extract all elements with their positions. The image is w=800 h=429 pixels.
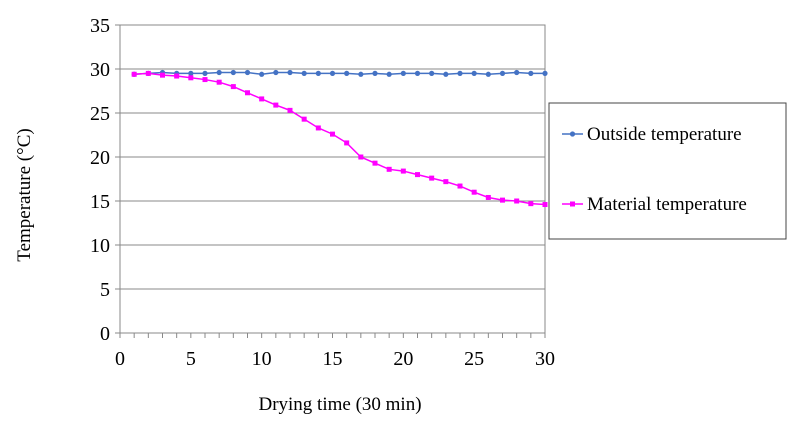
y-tick-label: 20	[90, 147, 110, 169]
data-point	[230, 84, 236, 90]
data-point	[386, 166, 392, 172]
data-point	[330, 131, 335, 137]
data-point	[358, 154, 364, 160]
data-point	[315, 70, 321, 76]
data-point	[429, 175, 435, 181]
x-tick-label: 10	[252, 348, 272, 370]
legend: Outside temperature Material temperature	[548, 102, 787, 240]
x-tick-label: 5	[186, 348, 196, 370]
data-point	[216, 79, 222, 85]
data-point	[485, 194, 491, 200]
data-point	[400, 168, 406, 174]
series-line	[134, 72, 546, 206]
data-point	[259, 71, 265, 77]
data-point	[287, 69, 293, 76]
legend-item-material: Material temperature	[562, 194, 747, 215]
legend-marker-outside	[569, 131, 576, 137]
data-point	[216, 69, 222, 76]
x-tick-label: 30	[535, 348, 555, 370]
data-point	[287, 107, 293, 113]
data-point	[542, 70, 548, 76]
data-point	[457, 70, 463, 76]
y-tick-label: 5	[100, 279, 110, 301]
data-point	[301, 70, 307, 76]
data-point	[131, 71, 137, 77]
x-tick-label: 25	[464, 348, 484, 370]
data-point	[400, 70, 406, 76]
data-point	[273, 69, 279, 76]
data-point	[160, 72, 165, 78]
y-tick-label: 25	[90, 103, 110, 125]
series	[131, 69, 548, 208]
legend-marker-material	[570, 201, 575, 207]
series-line	[134, 71, 545, 76]
legend-label-material: Material temperature	[587, 194, 747, 215]
data-point	[372, 160, 378, 166]
x-tick-label: 15	[323, 348, 343, 370]
data-point	[315, 125, 321, 131]
legend-label-outside: Outside temperature	[587, 124, 742, 145]
data-point	[443, 71, 449, 77]
data-point	[415, 172, 420, 178]
data-point	[485, 71, 491, 77]
data-point	[202, 77, 208, 83]
data-point	[514, 198, 520, 204]
ticks: 0 5 10 15 20 25 30 35 0 5 10 15 20 25 30	[90, 15, 555, 370]
series-outside-temperature	[131, 69, 548, 77]
data-point	[429, 70, 435, 76]
data-point	[358, 71, 364, 77]
data-point	[471, 70, 477, 76]
y-tick-label: 10	[90, 235, 110, 257]
data-point	[202, 70, 208, 76]
y-tick-label: 15	[90, 191, 110, 213]
data-point	[386, 71, 392, 77]
y-tick-label: 35	[90, 15, 110, 37]
series-material-temperature	[131, 70, 548, 208]
data-point	[542, 202, 548, 208]
data-point	[329, 70, 336, 76]
data-point	[457, 183, 463, 189]
data-point	[414, 70, 421, 76]
data-point	[344, 70, 350, 76]
data-point	[273, 102, 279, 108]
legend-item-outside: Outside temperature	[562, 124, 742, 145]
x-tick-label: 0	[115, 348, 125, 370]
y-axis-label: Temperature (°C)	[14, 128, 35, 261]
x-axis-label: Drying time (30 min)	[258, 394, 421, 415]
data-point	[471, 189, 477, 195]
data-point	[230, 69, 236, 76]
data-point	[344, 140, 350, 146]
x-tick-label: 20	[393, 348, 413, 370]
data-point	[259, 96, 265, 102]
data-point	[372, 70, 378, 76]
data-point	[528, 201, 534, 207]
y-tick-label: 0	[100, 323, 110, 345]
data-point	[528, 70, 534, 76]
data-point	[499, 70, 506, 76]
data-point	[514, 69, 520, 76]
y-tick-label: 30	[90, 59, 110, 81]
legend-box	[548, 102, 787, 240]
data-point	[188, 70, 194, 76]
data-point	[301, 116, 307, 122]
data-point	[245, 90, 250, 96]
data-point	[500, 197, 505, 203]
data-point	[188, 75, 194, 81]
gridlines	[120, 68, 545, 290]
data-point	[244, 69, 251, 76]
data-point	[443, 179, 449, 185]
data-point	[145, 70, 151, 76]
data-point	[174, 73, 180, 79]
